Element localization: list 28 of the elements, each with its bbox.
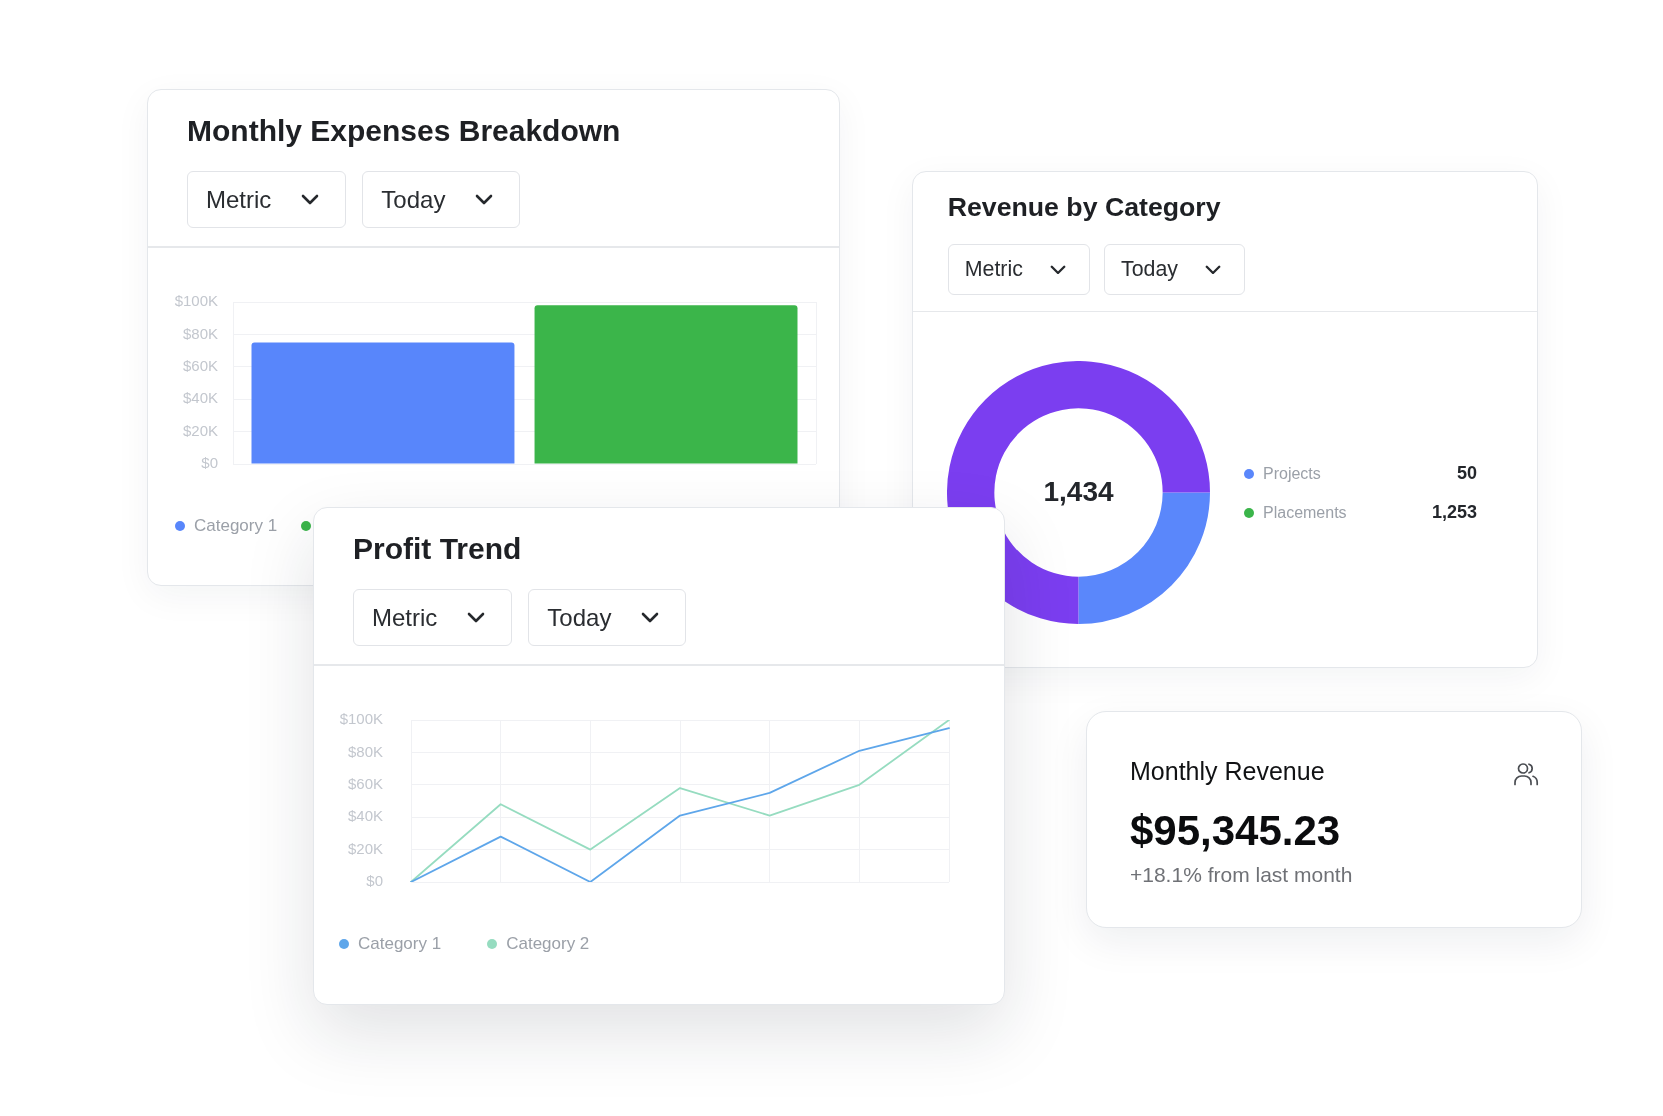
legend-label: Category 1: [194, 516, 278, 536]
y-tick-label: $100K: [174, 292, 218, 310]
y-tick-label: $20K: [347, 839, 383, 857]
chart-title: Monthly Expenses Breakdown: [187, 114, 621, 147]
dropdown[interactable]: Metric: [947, 244, 1090, 295]
text: 1,434: [1043, 476, 1114, 508]
y-tick-label: $80K: [182, 324, 218, 342]
y-tick-label: $0: [201, 454, 218, 472]
legend-label: Category 2: [506, 934, 590, 954]
y-tick-label: $20K: [182, 421, 218, 439]
y-tick-label: $40K: [347, 807, 383, 825]
dropdown[interactable]: Today: [1103, 244, 1245, 295]
dropdown[interactable]: Today: [528, 589, 687, 646]
y-tick-label: $100K: [339, 710, 383, 728]
y-tick-label: $60K: [347, 774, 383, 792]
chart-title: Revenue by Category: [947, 192, 1221, 223]
y-tick-label: $40K: [182, 389, 218, 407]
chart-title: Profit Trend: [353, 532, 522, 565]
y-tick-label: $0: [366, 872, 383, 890]
text: +18.1% from last month: [1130, 863, 1353, 887]
y-tick-label: $80K: [347, 742, 383, 760]
y-tick-label: $60K: [182, 356, 218, 374]
dropdown[interactable]: Metric: [353, 589, 513, 646]
text: $95,345.23: [1130, 807, 1341, 855]
legend-label: Category 1: [358, 934, 442, 954]
dropdown[interactable]: Metric: [187, 171, 347, 228]
dropdown[interactable]: Today: [362, 171, 521, 228]
text: Monthly Revenue: [1130, 757, 1325, 786]
